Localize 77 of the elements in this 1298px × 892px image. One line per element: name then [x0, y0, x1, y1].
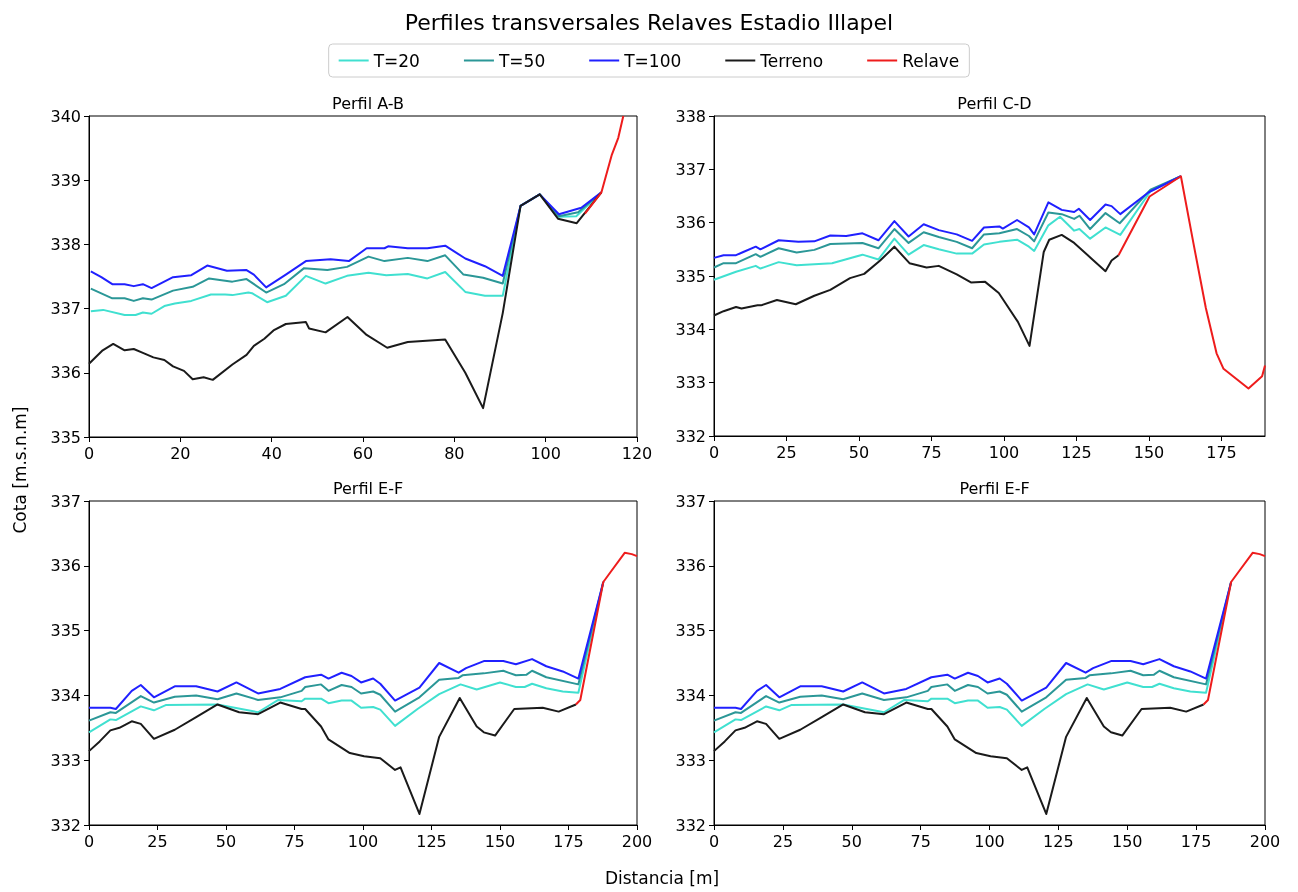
- x-tick-label: 100: [347, 831, 379, 851]
- y-tick-label: 337: [50, 491, 81, 511]
- line-series: [713, 696, 1205, 815]
- chart-subtitle: Perfil E-F: [332, 478, 404, 498]
- x-tick-label: 175: [1206, 442, 1237, 462]
- y-tick-label: 333: [675, 373, 706, 393]
- x-tick-label: 40: [261, 443, 282, 463]
- line-series: [1202, 551, 1266, 706]
- y-tick-label: 334: [675, 319, 706, 339]
- x-tick-label: 125: [416, 831, 447, 851]
- x-axis-title: Distancia [m]: [604, 868, 720, 888]
- x-tick-label: 175: [1180, 831, 1212, 851]
- x-tick-label: 75: [910, 831, 931, 851]
- y-tick-label: 332: [50, 815, 81, 835]
- x-tick-label: 150: [484, 831, 516, 851]
- x-tick-label: 175: [553, 831, 584, 851]
- x-tick-label: 150: [1133, 442, 1165, 462]
- line-series: [88, 696, 577, 815]
- x-tick-label: 200: [1249, 831, 1281, 851]
- y-tick-label: 334: [50, 685, 81, 705]
- x-tick-label: 150: [1111, 831, 1143, 851]
- x-tick-label: 120: [621, 443, 653, 463]
- y-tick-label: 336: [675, 556, 706, 576]
- x-tick-label: 0: [83, 831, 95, 851]
- x-tick-label: 0: [708, 831, 720, 851]
- y-tick-label: 332: [675, 426, 706, 446]
- x-tick-label: 80: [444, 443, 465, 463]
- y-tick-label: 337: [50, 299, 81, 319]
- y-tick-label: 336: [50, 363, 81, 383]
- x-tick-label: 0: [708, 442, 720, 462]
- y-tick-label: 333: [50, 750, 81, 770]
- y-axis-title: Cota [m.s.n.m]: [10, 406, 30, 534]
- y-tick-label: 335: [675, 621, 706, 641]
- y-tick-label: 339: [50, 170, 81, 190]
- x-tick-label: 50: [848, 442, 870, 462]
- y-tick-label: 337: [675, 159, 706, 179]
- x-tick-label: 100: [974, 831, 1005, 851]
- x-tick-label: 25: [147, 831, 168, 851]
- x-tick-label: 50: [215, 831, 237, 851]
- x-tick-label: 0: [83, 443, 95, 463]
- x-tick-label: 25: [772, 831, 794, 851]
- chart-title: Perfiles transversales Relaves Estadio Illapel: [404, 9, 894, 35]
- chart-subtitle: Perfil C-D: [957, 93, 1032, 113]
- line-series: [1117, 175, 1266, 390]
- y-tick-label: 337: [675, 491, 706, 511]
- y-tick-label: 338: [675, 106, 706, 126]
- line-series: [713, 233, 1120, 347]
- y-tick-label: 340: [50, 106, 81, 126]
- legend-label: T=20: [372, 50, 420, 71]
- y-tick-label: 338: [50, 234, 81, 254]
- y-tick-label: 336: [50, 556, 81, 576]
- legend-label: T=50: [497, 50, 546, 71]
- x-tick-label: 75: [284, 831, 305, 851]
- y-tick-label: 335: [675, 266, 706, 286]
- x-tick-label: 125: [1043, 831, 1074, 851]
- x-tick-label: 75: [921, 442, 942, 462]
- legend-label: Relave: [902, 50, 960, 71]
- y-tick-label: 334: [675, 685, 706, 705]
- x-tick-label: 200: [621, 831, 653, 851]
- line-series: [583, 115, 625, 215]
- y-tick-label: 332: [675, 815, 706, 835]
- x-tick-label: 60: [352, 443, 374, 463]
- line-series: [574, 551, 638, 706]
- x-tick-label: 20: [170, 443, 191, 463]
- chart-subtitle: Perfil A-B: [332, 93, 404, 113]
- y-tick-label: 333: [675, 750, 706, 770]
- x-tick-label: 50: [841, 831, 862, 851]
- x-tick-label: 100: [530, 443, 561, 463]
- x-tick-label: 100: [988, 442, 1020, 462]
- x-tick-label: 25: [776, 442, 797, 462]
- legend-label: Terreno: [759, 50, 824, 71]
- y-tick-label: 335: [50, 621, 81, 641]
- x-tick-label: 125: [1061, 442, 1092, 462]
- y-tick-label: 336: [675, 213, 706, 233]
- y-tick-label: 335: [50, 427, 81, 447]
- legend-label: T=100: [623, 50, 682, 71]
- chart-subtitle: Perfil E-F: [959, 478, 1030, 498]
